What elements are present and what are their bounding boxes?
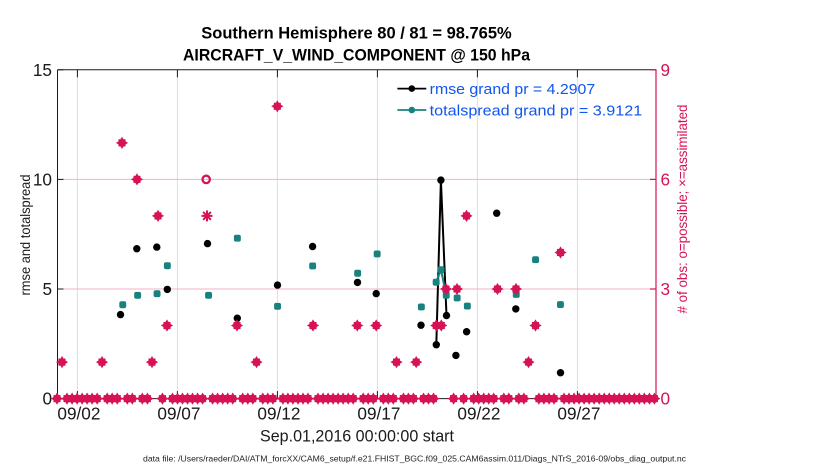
svg-text:Southern Hemisphere 80 / 81 =: Southern Hemisphere 80 / 81 = 98.765% bbox=[201, 25, 512, 43]
svg-text:15: 15 bbox=[33, 60, 52, 80]
svg-text:09/27: 09/27 bbox=[557, 404, 600, 424]
svg-text:09/22: 09/22 bbox=[457, 404, 500, 424]
svg-text:AIRCRAFT_V_WIND_COMPONENT @ 15: AIRCRAFT_V_WIND_COMPONENT @ 150 hPa bbox=[183, 47, 531, 65]
svg-text:data file: /Users/raeder/DAI/A: data file: /Users/raeder/DAI/ATM_forcXX/… bbox=[143, 454, 687, 464]
svg-text:10: 10 bbox=[33, 170, 52, 190]
svg-text:9: 9 bbox=[661, 60, 671, 80]
svg-text:# of obs: o=possible; ×=assimi: # of obs: o=possible; ×=assimilated bbox=[675, 105, 690, 314]
svg-text:Sep.01,2016 00:00:00 start: Sep.01,2016 00:00:00 start bbox=[260, 426, 454, 445]
svg-text:rmse and totalspread: rmse and totalspread bbox=[18, 175, 33, 296]
svg-text:5: 5 bbox=[42, 279, 52, 299]
svg-text:09/07: 09/07 bbox=[157, 404, 200, 424]
svg-text:0: 0 bbox=[661, 389, 671, 409]
svg-text:rmse grand pr = 4.2907: rmse grand pr = 4.2907 bbox=[430, 81, 596, 98]
svg-text:09/02: 09/02 bbox=[57, 404, 100, 424]
svg-text:3: 3 bbox=[661, 279, 671, 299]
svg-text:0: 0 bbox=[42, 389, 52, 409]
svg-text:6: 6 bbox=[661, 170, 671, 190]
svg-text:09/12: 09/12 bbox=[257, 404, 300, 424]
svg-text:totalspread grand pr = 3.9121: totalspread grand pr = 3.9121 bbox=[430, 102, 643, 119]
svg-text:09/17: 09/17 bbox=[357, 404, 400, 424]
